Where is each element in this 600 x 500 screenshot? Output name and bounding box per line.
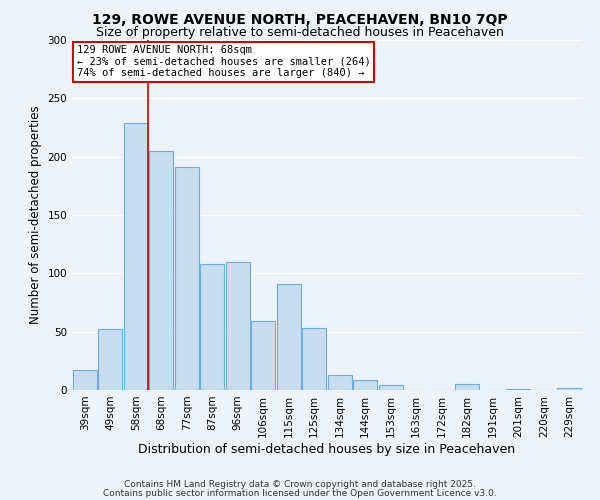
Bar [149,151,173,390]
Bar [302,328,326,390]
Bar [277,284,301,390]
Bar [251,321,275,390]
Bar [328,375,352,390]
Bar [455,384,479,390]
Bar [200,264,224,390]
Bar [124,123,148,390]
Bar [557,388,581,390]
Bar [73,370,97,390]
Bar [226,262,250,390]
Text: Size of property relative to semi-detached houses in Peacehaven: Size of property relative to semi-detach… [96,26,504,39]
Text: Contains HM Land Registry data © Crown copyright and database right 2025.: Contains HM Land Registry data © Crown c… [124,480,476,489]
Bar [379,386,403,390]
Bar [98,330,122,390]
Bar [175,167,199,390]
Text: Contains public sector information licensed under the Open Government Licence v3: Contains public sector information licen… [103,488,497,498]
Text: 129 ROWE AVENUE NORTH: 68sqm
← 23% of semi-detached houses are smaller (264)
74%: 129 ROWE AVENUE NORTH: 68sqm ← 23% of se… [77,46,371,78]
Text: 129, ROWE AVENUE NORTH, PEACEHAVEN, BN10 7QP: 129, ROWE AVENUE NORTH, PEACEHAVEN, BN10… [92,12,508,26]
Y-axis label: Number of semi-detached properties: Number of semi-detached properties [29,106,42,324]
Bar [506,389,530,390]
X-axis label: Distribution of semi-detached houses by size in Peacehaven: Distribution of semi-detached houses by … [139,442,515,456]
Bar [353,380,377,390]
